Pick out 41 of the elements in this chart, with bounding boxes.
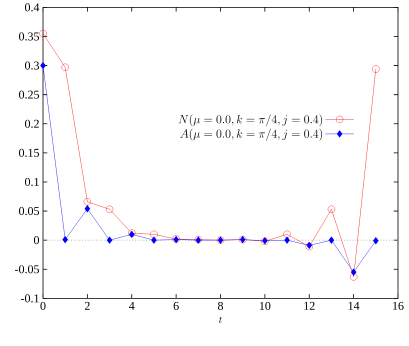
point — [328, 205, 336, 213]
point — [350, 268, 356, 276]
point — [283, 230, 291, 238]
point — [106, 236, 112, 244]
x-tick-label: 0 — [40, 302, 46, 310]
y-tick-label: 0.3 — [24, 61, 40, 70]
x-tick-label: 2 — [84, 302, 90, 310]
point — [62, 236, 68, 244]
y-tick-label: -0.1 — [21, 294, 39, 302]
point — [62, 63, 69, 71]
x-tick-label: 12 — [304, 302, 315, 310]
x-tick-label: 16 — [393, 302, 404, 310]
point — [151, 236, 157, 244]
x-tick-label: 10 — [260, 302, 270, 310]
legend-label: $A(\mu = 0.0, k = \pi/4, j = 0.4)$ — [180, 128, 322, 140]
x-axis-title: $t$ — [218, 316, 222, 323]
x-tick-label: 14 — [348, 302, 360, 310]
point — [40, 62, 46, 70]
point — [150, 230, 158, 238]
point — [284, 236, 290, 244]
legend-label: $N(\mu = 0.0, k = \pi/4, j = 0.4)$ — [178, 114, 322, 126]
point — [84, 198, 92, 206]
point — [372, 236, 379, 244]
y-tick-label: 0.4 — [24, 3, 40, 12]
x-tick-label: 6 — [174, 302, 179, 310]
y-tick-label: 0 — [34, 236, 40, 244]
y-tick-label: 0.2 — [24, 120, 39, 128]
y-tick-label: -0.05 — [15, 265, 40, 274]
y-tick-label: 0.35 — [19, 32, 40, 40]
point — [372, 65, 380, 73]
point — [328, 236, 334, 244]
point — [39, 30, 47, 38]
point — [106, 205, 114, 213]
y-tick-label: 0.15 — [19, 148, 40, 157]
x-tick-label: 4 — [129, 302, 135, 310]
x-tick-label: 8 — [218, 302, 224, 310]
y-tick-label: 0.25 — [19, 90, 40, 99]
y-tick-label: 0.05 — [19, 206, 40, 215]
point — [350, 272, 358, 280]
point — [84, 204, 90, 212]
y-tick-label: 0.1 — [24, 178, 39, 186]
